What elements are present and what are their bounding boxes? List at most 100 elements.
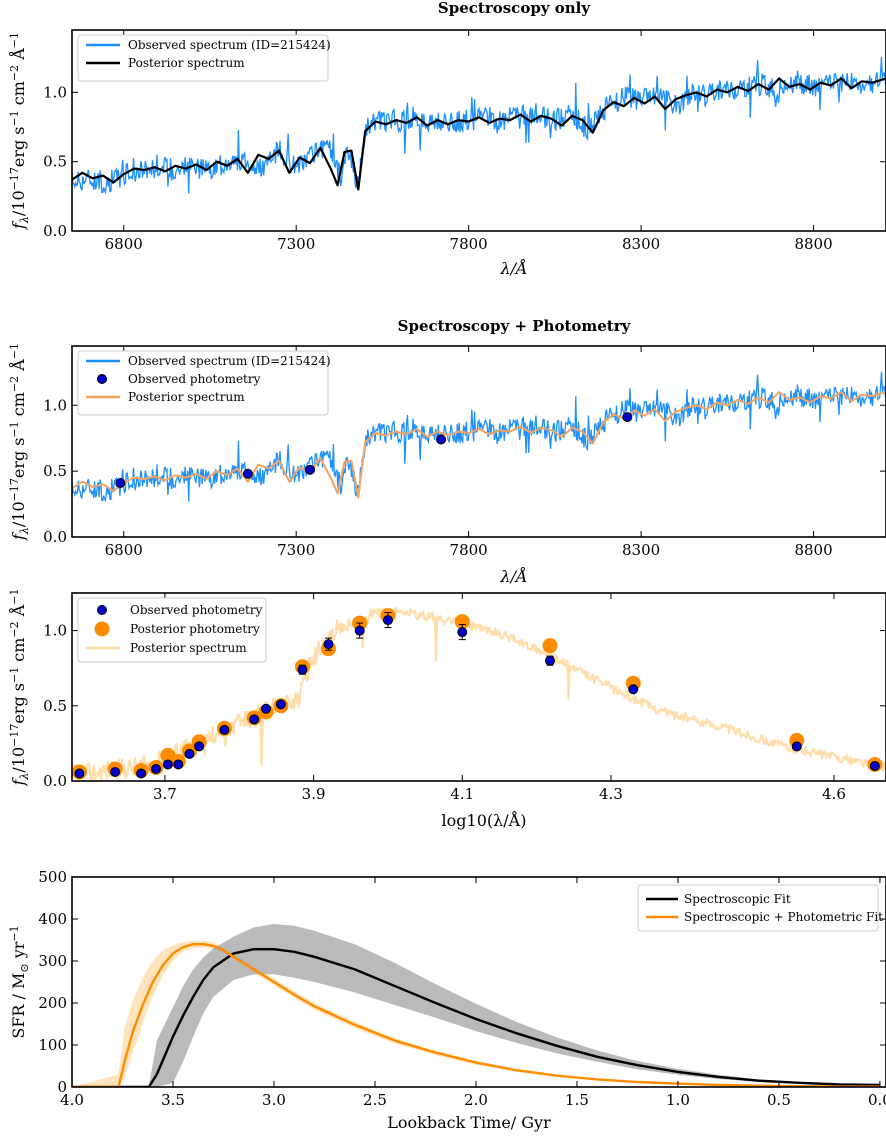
observed-spectrum-line — [72, 371, 886, 503]
x-tick-label: 1.5 — [565, 1091, 589, 1109]
observed-photometry-point — [173, 759, 184, 770]
y-tick-label: 500 — [38, 868, 67, 886]
observed-photometry-point — [162, 759, 173, 770]
spec-phot-fit-line — [72, 943, 880, 1087]
observed-photometry-point — [261, 703, 272, 714]
legend-frame — [77, 597, 267, 663]
chart-title: Spectroscopy only — [438, 0, 591, 17]
observed-photometry-point — [219, 724, 230, 735]
axes-frame — [71, 592, 886, 782]
x-tick-label: 0.0 — [868, 1091, 886, 1109]
x-axis-label: λ/Å — [499, 566, 527, 586]
observed-photometry-point — [354, 625, 365, 636]
y-tick-label: 1.0 — [43, 396, 67, 414]
legend-label: Posterior spectrum — [128, 56, 245, 70]
observed-photometry-point — [151, 763, 162, 774]
legend-frame — [77, 350, 329, 416]
observed-photometry-point — [242, 468, 253, 479]
y-tick-label: 400 — [38, 910, 67, 928]
y-tick-label: 0.5 — [43, 697, 67, 715]
legend-label: Observed photometry — [130, 603, 263, 617]
chart-panel-3: 3.7 3.9 4.1 4.3 4.6 0.0 0.5 1.0 log10(λ/Å) fλ/10−… — [8, 588, 886, 830]
x-tick-label: 3.7 — [153, 785, 177, 803]
observed-photometry-point — [304, 464, 315, 475]
y-axis-label: fλ/10−17erg s−1 cm−2 Å−1 — [8, 32, 31, 230]
observed-photometry-point — [74, 768, 85, 779]
y-tick-label: 200 — [38, 994, 67, 1012]
x-tick-label: 8800 — [794, 541, 832, 559]
x-tick-label: 6800 — [105, 541, 143, 559]
chart-panel-4: 4.0 3.5 3.0 2.5 2.0 1.5 1.0 0.5 0.0 0 100 200 300 400… — [8, 868, 886, 1132]
legend-marker — [97, 605, 107, 615]
observed-photometry-point — [275, 699, 286, 710]
y-tick-label: 0 — [57, 1078, 67, 1096]
observed-photometry-point — [622, 412, 633, 423]
y-tick-label: 1.0 — [43, 83, 67, 101]
legend-label: Observed spectrum (ID=215424) — [128, 38, 331, 52]
observed-photometry-point — [457, 627, 468, 638]
observed-photometry-point — [323, 639, 334, 650]
observed-photometry-point — [628, 684, 639, 695]
legend-marker — [94, 621, 110, 637]
observed-spectrum-line — [72, 57, 886, 195]
x-tick-label: 0.5 — [767, 1091, 791, 1109]
legend-frame — [637, 884, 879, 932]
x-tick-label: 6800 — [105, 235, 143, 253]
x-tick-label: 2.0 — [464, 1091, 488, 1109]
observed-photometry-point — [249, 714, 260, 725]
x-tick-label: 3.0 — [262, 1091, 286, 1109]
x-tick-label: 8300 — [622, 235, 660, 253]
observed-photometry-point — [382, 615, 393, 626]
plot-area — [72, 924, 880, 1087]
observed-photometry-point — [110, 766, 121, 777]
plot-area — [72, 57, 886, 195]
x-tick-label: 3.5 — [161, 1091, 185, 1109]
x-tick-label: 7800 — [450, 235, 488, 253]
chart-title: Spectroscopy + Photometry — [398, 317, 632, 335]
legend-label: Posterior spectrum — [130, 641, 247, 655]
posterior-photometry-point — [454, 614, 470, 630]
x-tick-label: 1.0 — [666, 1091, 690, 1109]
y-tick-label: 0.0 — [43, 772, 67, 790]
legend-label: Observed photometry — [128, 372, 261, 386]
x-axis-label: Lookback Time/ Gyr — [387, 1113, 551, 1132]
x-tick-label: 8800 — [794, 235, 832, 253]
y-tick-label: 0.0 — [43, 528, 67, 546]
x-tick-label: 2.5 — [363, 1091, 387, 1109]
observed-photometry-point — [115, 477, 126, 488]
x-tick-label: 4.6 — [822, 785, 846, 803]
x-tick-label: 4.0 — [60, 1091, 84, 1109]
legend-label: Observed spectrum (ID=215424) — [128, 354, 331, 368]
observed-photometry-point — [194, 741, 205, 752]
posterior-spectrum-line — [72, 391, 886, 499]
observed-photometry-point — [869, 760, 880, 771]
y-axis-label: SFR / M⊙ yr−1 — [8, 925, 31, 1038]
y-tick-label: 100 — [38, 1036, 67, 1054]
chart-panel-1: 6800 7300 7800 8300 8800 0.0 0.5 1.0 Spectroscop… — [8, 0, 886, 278]
y-axis-label: fλ/10−17erg s−1 cm−2 Å−1 — [8, 343, 31, 541]
legend-frame — [77, 34, 329, 82]
x-tick-label: 7300 — [277, 235, 315, 253]
y-tick-label: 0.5 — [43, 153, 67, 171]
spectroscopic-fit-line — [72, 948, 880, 1087]
legend-label: Spectroscopic Fit — [684, 892, 791, 906]
plot-area — [72, 606, 886, 781]
observed-photometry-point — [791, 741, 802, 752]
x-axis-label: log10(λ/Å) — [442, 810, 527, 830]
observed-photometry-point — [136, 768, 147, 779]
chart-panel-2: 6800 7300 7800 8300 8800 0.0 0.5 1.0 Spectroscop… — [8, 317, 886, 586]
legend-label: Spectroscopic + Photometric Fit — [684, 910, 883, 924]
axes-frame — [71, 345, 886, 538]
legend-label: Posterior spectrum — [128, 390, 245, 404]
y-axis-label: fλ/10−17erg s−1 cm−2 Å−1 — [8, 588, 31, 786]
legend-marker — [97, 374, 107, 384]
axes-frame — [71, 876, 886, 1088]
legend-label: Posterior photometry — [130, 622, 260, 636]
posterior-photometry-point — [542, 638, 558, 654]
x-tick-label: 7800 — [450, 541, 488, 559]
y-tick-label: 0.5 — [43, 462, 67, 480]
x-tick-label: 4.1 — [450, 785, 474, 803]
y-tick-label: 0.0 — [43, 222, 67, 240]
posterior-spectrum-line — [72, 606, 886, 781]
